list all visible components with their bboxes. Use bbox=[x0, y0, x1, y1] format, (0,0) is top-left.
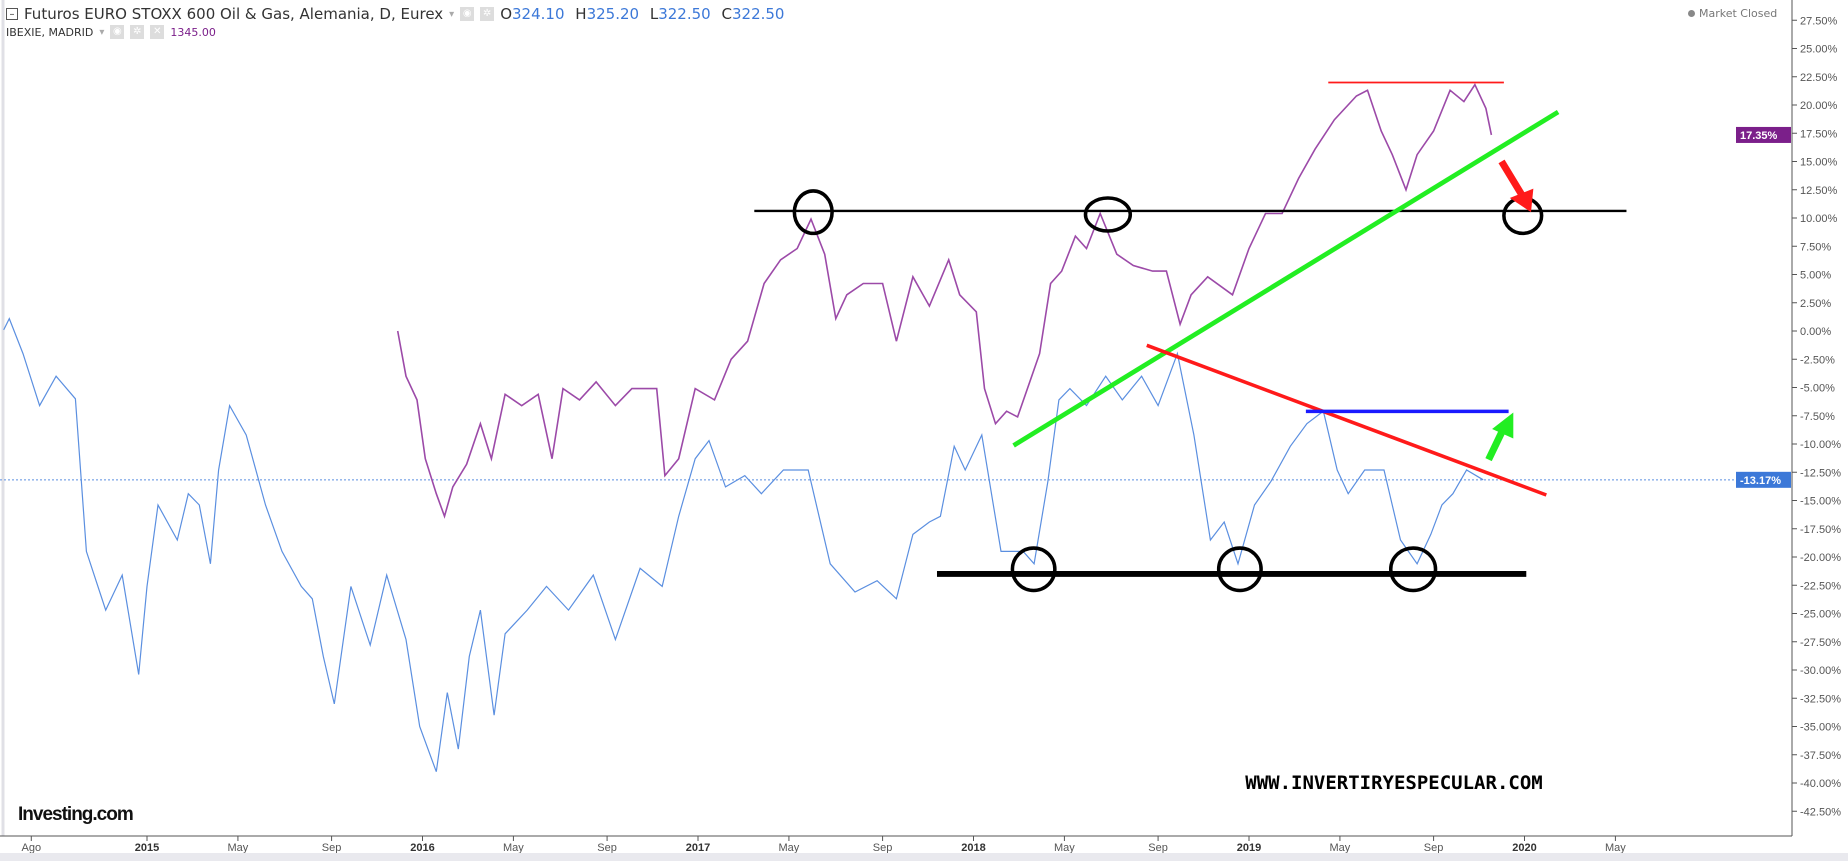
y-tick-label: 10.00% bbox=[1800, 213, 1838, 225]
y-tick-label: -12.50% bbox=[1800, 467, 1841, 479]
y-tick-label: -22.50% bbox=[1800, 580, 1841, 592]
x-tick-label: May bbox=[1054, 842, 1075, 854]
close-icon[interactable]: ✕ bbox=[150, 25, 165, 39]
y-tick-label: -32.50% bbox=[1800, 693, 1841, 705]
y-tick-label: -2.50% bbox=[1800, 354, 1835, 366]
compare-value: 1345.00 bbox=[170, 25, 216, 39]
down-arrow-icon bbox=[1498, 159, 1525, 197]
x-tick-label: 2018 bbox=[961, 842, 985, 854]
x-tick-label: 2016 bbox=[410, 842, 434, 854]
up-arrow-head-icon bbox=[1492, 412, 1514, 439]
up-arrow-icon bbox=[1485, 428, 1506, 462]
watermark: WWW.INVERTIRYESPECULAR.COM bbox=[1245, 772, 1542, 794]
downtrend-line bbox=[1146, 343, 1547, 497]
y-tick-label: -27.50% bbox=[1800, 637, 1841, 649]
y-tick-label: -5.00% bbox=[1800, 383, 1835, 395]
y-tick-label: 2.50% bbox=[1800, 298, 1831, 310]
circle-marker bbox=[1216, 546, 1263, 593]
x-tick-label: Ago bbox=[22, 842, 42, 854]
y-tick-label: -7.50% bbox=[1800, 411, 1835, 423]
market-status: Market Closed bbox=[1688, 7, 1777, 20]
last-value-badge bbox=[1736, 126, 1791, 143]
time-axis[interactable]: Ago 2015 May Sep 2016 May Sep 2017 May Sep 2018 May… bbox=[22, 836, 1627, 854]
y-tick-label: -40.00% bbox=[1800, 778, 1841, 790]
down-arrow-head-icon bbox=[1509, 188, 1534, 213]
y-tick-label: -42.50% bbox=[1800, 806, 1841, 818]
x-tick-label: 2020 bbox=[1512, 842, 1536, 854]
investing-logo: Investing.com bbox=[18, 804, 134, 825]
compare-symbol[interactable]: IBEXIE, MADRID bbox=[6, 25, 94, 39]
legend: – Futuros EURO STOXX 600 Oil & Gas, Alem… bbox=[6, 4, 790, 40]
y-tick-label: -15.00% bbox=[1800, 496, 1841, 508]
x-tick-label: May bbox=[779, 842, 800, 854]
price-axis[interactable]: 27.50% 25.00% 22.50% 20.00% 17.50% 15.00% 12.5… bbox=[1792, 15, 1841, 818]
x-tick-label: May bbox=[503, 842, 524, 854]
y-tick-label: 12.50% bbox=[1800, 185, 1838, 197]
ohlc-values: O324.10 H325.20 L322.50 C322.50 bbox=[500, 5, 785, 23]
y-tick-label: 27.50% bbox=[1800, 15, 1838, 27]
y-tick-label: -37.50% bbox=[1800, 750, 1841, 762]
y-tick-label: 0.00% bbox=[1800, 326, 1831, 338]
status-dot-icon bbox=[1688, 10, 1695, 17]
gear-icon[interactable]: ✲ bbox=[130, 25, 145, 39]
circle-marker bbox=[1388, 546, 1438, 593]
y-tick-label: -30.00% bbox=[1800, 665, 1841, 677]
y-tick-label: 7.50% bbox=[1800, 241, 1831, 253]
uptrend-line bbox=[1012, 109, 1560, 448]
y-tick-label: 25.00% bbox=[1800, 44, 1838, 56]
y-tick-label: -20.00% bbox=[1800, 552, 1841, 564]
chevron-down-icon[interactable]: ▾ bbox=[99, 26, 105, 38]
x-tick-label: 2015 bbox=[135, 842, 159, 854]
bottom-toolbar[interactable] bbox=[0, 853, 1848, 861]
annotations bbox=[754, 81, 1627, 593]
y-tick-label: -17.50% bbox=[1800, 524, 1841, 536]
svg-text:Investing.com: Investing.com bbox=[18, 804, 133, 825]
x-tick-label: 2017 bbox=[686, 842, 710, 854]
circle-marker bbox=[1010, 546, 1057, 593]
plot-area[interactable] bbox=[0, 0, 1792, 836]
x-tick-label: Sep bbox=[1148, 842, 1168, 854]
series-group: 17.35% -13.17% bbox=[3, 83, 1791, 772]
y-tick-label: -35.00% bbox=[1800, 722, 1841, 734]
last-value-label: -13.17% bbox=[1740, 475, 1781, 487]
x-tick-label: May bbox=[1330, 842, 1351, 854]
main-symbol[interactable]: Futuros EURO STOXX 600 Oil & Gas, Aleman… bbox=[24, 5, 444, 23]
eye-icon[interactable]: ◉ bbox=[460, 7, 475, 21]
x-tick-label: Sep bbox=[322, 842, 342, 854]
circle-marker bbox=[792, 189, 834, 236]
y-tick-label: 20.00% bbox=[1800, 100, 1838, 112]
x-tick-label: May bbox=[1605, 842, 1626, 854]
last-value-badge bbox=[1736, 471, 1791, 488]
y-tick-label: 15.00% bbox=[1800, 157, 1838, 169]
collapse-icon[interactable]: – bbox=[6, 8, 18, 20]
series-line-ibexie bbox=[3, 317, 1484, 772]
y-tick-label: 17.50% bbox=[1800, 128, 1838, 140]
y-tick-label: -10.00% bbox=[1800, 439, 1841, 451]
y-tick-label: 5.00% bbox=[1800, 270, 1831, 282]
chevron-down-icon[interactable]: ▾ bbox=[449, 8, 455, 20]
x-tick-label: Sep bbox=[1424, 842, 1444, 854]
gear-icon[interactable]: ✲ bbox=[480, 7, 495, 21]
y-tick-label: -25.00% bbox=[1800, 609, 1841, 621]
x-tick-label: Sep bbox=[597, 842, 617, 854]
eye-icon[interactable]: ◉ bbox=[110, 25, 125, 39]
y-tick-label: 22.50% bbox=[1800, 72, 1838, 84]
x-tick-label: 2019 bbox=[1237, 842, 1261, 854]
circle-marker bbox=[1083, 196, 1133, 233]
x-tick-label: May bbox=[228, 842, 249, 854]
series-line-oil-gas bbox=[396, 83, 1493, 519]
x-tick-label: Sep bbox=[873, 842, 893, 854]
last-value-label: 17.35% bbox=[1740, 130, 1778, 142]
